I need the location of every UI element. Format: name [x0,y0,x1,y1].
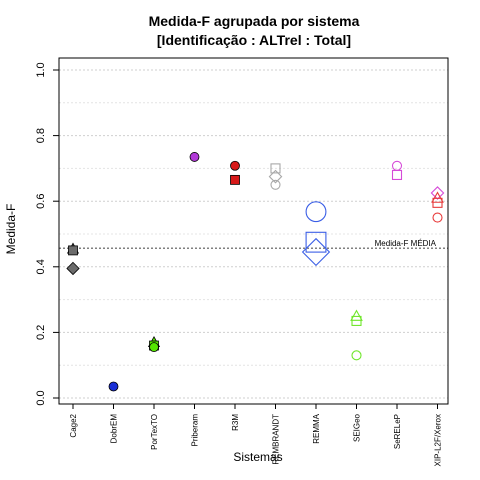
rembrandt-square-point [270,163,281,174]
x-tick-label: REMMA [312,413,321,443]
xip-l2f-xerox-diamond-point [430,186,445,200]
x-axis-label: Sistemas [233,450,282,464]
seigeo-square-point [351,315,362,326]
x-tick-label: DobrEM [110,414,119,444]
y-tick-label: 0.6 [35,194,47,209]
rembrandt-circle-point [270,179,281,190]
y-tick-label: 0.2 [35,325,47,340]
r3m-square-point [230,174,240,185]
x-axis: Cage2 DobrEM PorTexTO Priberam R3M REMBRANDT R… [69,404,443,466]
chart-subtitle: [Identificação : ALTrel : Total] [157,32,351,48]
seigeo-circle-point [351,350,362,361]
x-tick-label: XIP-L2F/Xerox [434,414,443,466]
x-tick-label: SeRELeP [393,414,402,449]
remma-diamond-point [301,237,331,267]
reference-line-label: Medida-F MÉDIA [375,239,437,248]
x-tick-label: PorTexTO [150,414,159,450]
y-tick-label: 0.0 [35,390,47,405]
x-tick-label: Priberam [191,414,200,447]
reference-line: Medida-F MÉDIA [59,239,448,249]
remma-square-point [305,231,327,253]
serelep-circle-point [391,160,403,171]
seigeo-triangle-point [350,309,363,321]
y-tick-label: 1.0 [35,62,47,77]
chart-title: Medida-F agrupada por sistema [149,13,360,29]
plot-frame [58,57,449,405]
xip-l2f-xerox-square-point [432,197,443,208]
portexto-circle-point [149,342,159,353]
serelep-square-point [391,169,403,181]
priberam-circle-point [189,152,200,162]
y-tick-label: 0.4 [35,259,47,274]
data-points [66,152,445,392]
rembrandt-diamond-point [268,169,283,184]
y-axis-label: Medida-F [4,204,18,255]
x-tick-label: Cage2 [69,413,78,437]
cage2-diamond-point [66,261,80,276]
remma-circle-point [305,201,327,223]
x-tick-label: SEIGeo [353,413,362,442]
r3m-circle-point [230,160,240,171]
cage2-square-point [68,245,78,256]
y-axis: 0.0 0.2 0.4 0.6 0.8 1.0 [35,62,59,406]
grid [59,69,448,399]
x-tick-label: REMBRANDT [272,414,281,465]
x-tick-label: R3M [231,414,240,431]
xip-l2f-xerox-triangle-point [431,191,444,203]
dobrem-circle-point [108,381,119,392]
xip-l2f-xerox-circle-point [432,212,443,223]
y-tick-label: 0.8 [35,128,47,143]
